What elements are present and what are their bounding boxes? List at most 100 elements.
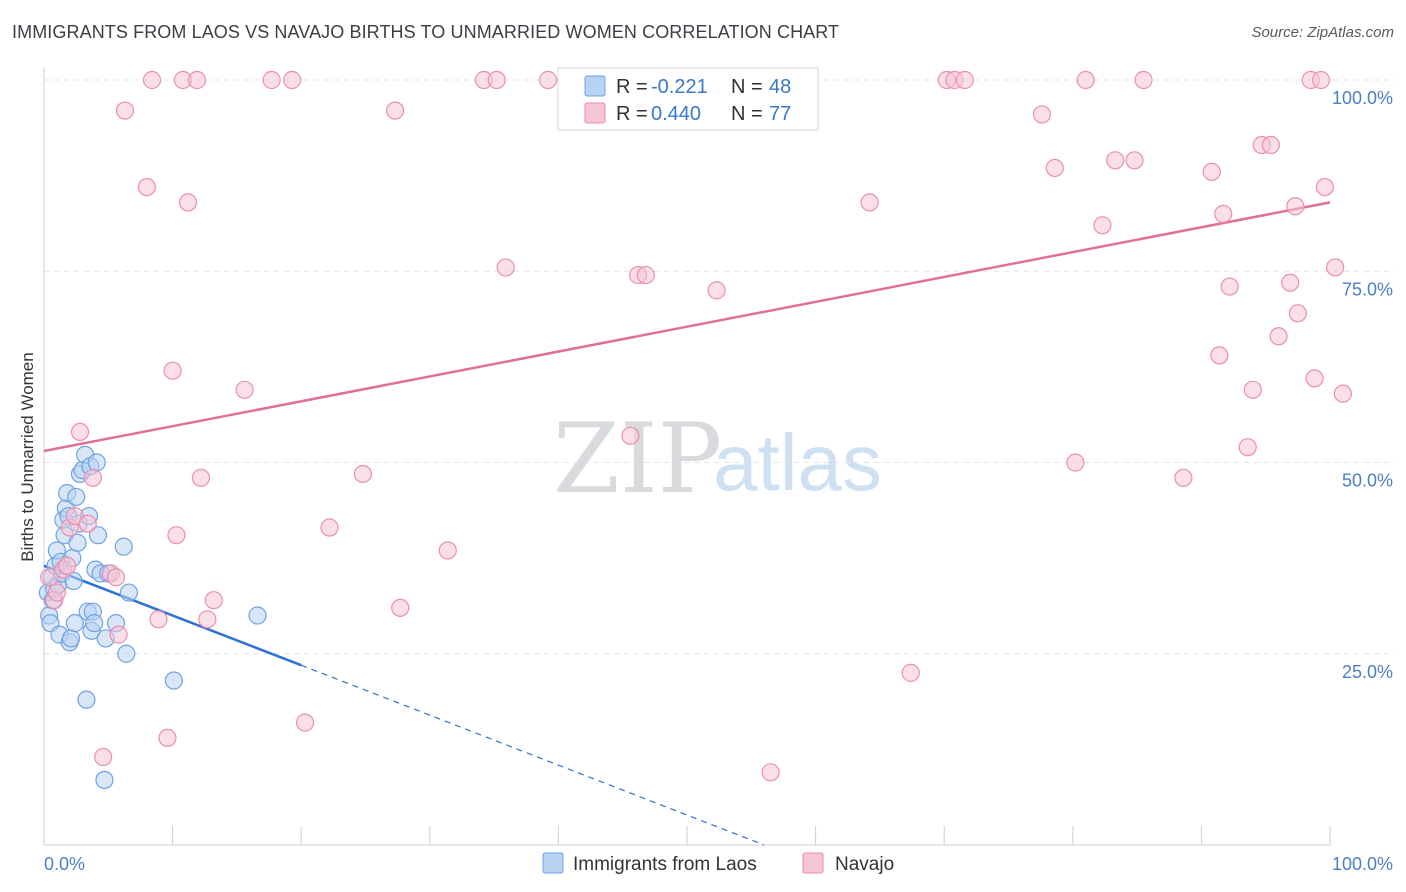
legend-r-value-navajo: 0.440 (651, 103, 701, 125)
data-point-navajo (1288, 304, 1307, 323)
data-point-navajo (109, 625, 128, 644)
data-point-navajo (167, 526, 186, 545)
legend-n-value-navajo: 77 (769, 103, 791, 125)
data-point-navajo (283, 70, 302, 90)
data-point-navajo (70, 422, 90, 441)
data-point-navajo (621, 426, 640, 445)
data-point-navajo (1106, 151, 1125, 170)
series-legend-swatch-navajo (802, 852, 824, 874)
data-point-navajo (1210, 346, 1229, 365)
data-point-navajo (178, 193, 198, 212)
data-point-laos (67, 487, 86, 507)
data-point-navajo (137, 178, 156, 197)
data-point-navajo (1243, 380, 1262, 399)
data-point-navajo (78, 514, 97, 533)
data-point-navajo (761, 763, 780, 782)
series-legend: Immigrants from Laos Navajo (542, 852, 894, 875)
data-point-navajo (1305, 369, 1324, 388)
series-legend-label-navajo: Navajo (835, 854, 894, 875)
watermark-zip: ZIP (553, 403, 722, 515)
legend-r-label-navajo: R = (616, 103, 648, 125)
data-point-navajo (1220, 277, 1239, 296)
data-point-navajo (47, 583, 66, 602)
y-tick-label: 25.0% (1342, 662, 1393, 682)
data-point-navajo (295, 713, 315, 732)
trend-line-laos (43, 564, 302, 667)
data-point-navajo (385, 101, 405, 120)
data-point-laos (85, 614, 104, 633)
data-point-navajo (1326, 258, 1345, 277)
legend-n-label-laos: N = (731, 76, 763, 98)
data-point-laos (64, 571, 83, 591)
data-point-navajo (391, 598, 410, 617)
data-point-laos (117, 644, 136, 663)
data-point-navajo (262, 70, 281, 90)
data-point-navajo (539, 70, 558, 90)
data-point-laos (95, 770, 114, 790)
data-point-navajo (496, 258, 515, 277)
data-point-navajo (198, 610, 217, 629)
source-label: Source: ZipAtlas.com (1251, 24, 1394, 41)
chart-title: IMMIGRANTS FROM LAOS VS NAVAJO BIRTHS TO… (12, 22, 840, 42)
data-point-navajo (1315, 178, 1334, 197)
data-point-navajo (1045, 158, 1064, 178)
points-immigrants-from-laos (38, 445, 267, 790)
data-point-navajo (40, 568, 59, 587)
data-point-laos (114, 537, 133, 556)
data-point-laos (248, 606, 267, 625)
data-point-navajo (83, 468, 102, 487)
data-point-navajo (1125, 151, 1144, 170)
data-point-laos (87, 453, 106, 472)
data-point-navajo (94, 747, 113, 767)
stats-legend: R = -0.221 N = 48 R = 0.440 N = 77 (557, 67, 819, 131)
legend-swatch-navajo (584, 102, 606, 124)
data-point-navajo (142, 70, 162, 90)
data-point-navajo (1261, 135, 1280, 155)
data-point-navajo (1174, 468, 1193, 487)
data-point-navajo (1076, 70, 1095, 90)
data-point-navajo (1286, 197, 1305, 216)
y-tick-label: 100.0% (1332, 88, 1393, 108)
trend-line-laos-extension (300, 664, 765, 846)
data-point-navajo (1214, 204, 1233, 223)
data-point-navajo (955, 70, 974, 90)
data-point-navajo (353, 464, 373, 484)
x-tick-label: 100.0% (1332, 854, 1393, 874)
data-point-navajo (860, 193, 879, 212)
data-point-navajo (58, 556, 77, 575)
x-tick-label: 0.0% (44, 854, 85, 874)
data-point-navajo (901, 663, 920, 682)
data-point-navajo (1066, 453, 1085, 472)
data-point-laos (164, 671, 183, 690)
data-point-navajo (1134, 70, 1153, 90)
legend-r-value-laos: -0.221 (651, 76, 708, 98)
data-point-laos (119, 583, 138, 602)
data-point-navajo (636, 265, 655, 285)
data-point-navajo (1032, 105, 1052, 124)
data-point-navajo (235, 380, 254, 399)
series-legend-label-laos: Immigrants from Laos (573, 854, 757, 875)
data-point-laos (68, 533, 87, 552)
data-point-navajo (204, 591, 223, 610)
grid (44, 79, 1395, 655)
data-point-navajo (158, 728, 177, 748)
data-point-navajo (438, 541, 457, 560)
data-point-navajo (1238, 438, 1257, 457)
data-point-navajo (487, 70, 506, 90)
legend-n-label-navajo: N = (731, 103, 763, 125)
trend-line-navajo (43, 201, 1331, 453)
data-point-navajo (1311, 70, 1331, 90)
data-point-navajo (115, 101, 135, 120)
legend-swatch-laos (584, 75, 606, 97)
data-point-navajo (1269, 327, 1288, 346)
data-point-navajo (187, 70, 207, 90)
data-point-navajo (707, 281, 726, 300)
series-legend-swatch-laos (542, 852, 564, 874)
data-point-navajo (1333, 384, 1352, 403)
y-tick-label: 75.0% (1342, 279, 1393, 299)
data-point-navajo (1093, 216, 1112, 235)
axes: 25.0% 50.0% 75.0% 100.0% 0.0% 100.0% (43, 68, 1393, 874)
data-point-laos (61, 629, 81, 648)
y-tick-label: 50.0% (1342, 471, 1393, 491)
